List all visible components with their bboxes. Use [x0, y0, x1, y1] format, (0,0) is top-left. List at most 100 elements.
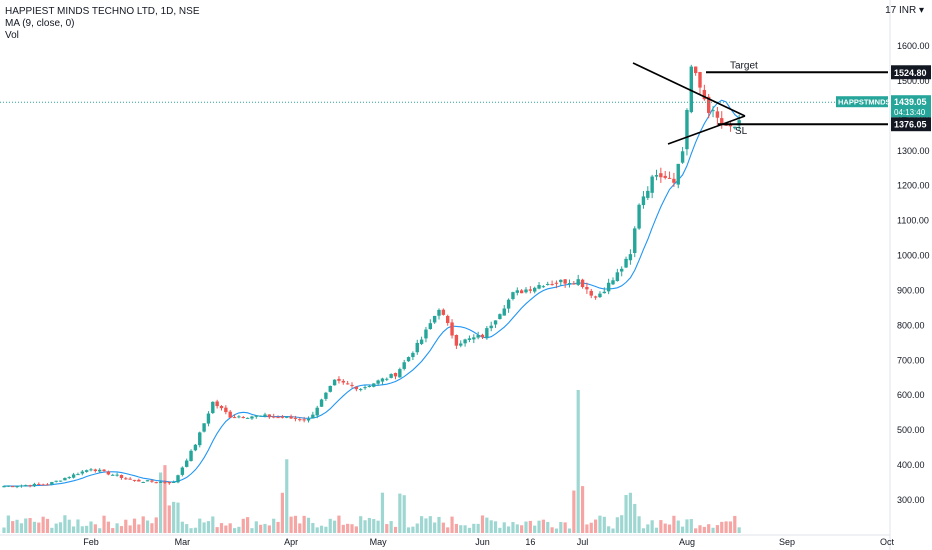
candle	[698, 71, 702, 95]
candle	[198, 431, 202, 448]
candle-body	[680, 151, 685, 163]
volume-bar	[685, 519, 689, 533]
candle	[245, 417, 250, 419]
candle	[537, 282, 541, 290]
symbol-text: HAPPSTMNDS	[838, 98, 891, 107]
volume-bar	[154, 517, 158, 533]
candle	[298, 417, 302, 422]
candle	[733, 126, 737, 130]
candle	[515, 287, 519, 296]
volume-bar	[85, 525, 89, 533]
candle-body	[707, 96, 711, 113]
candle-body	[376, 380, 380, 384]
volume-bar	[450, 516, 454, 533]
candle-body	[258, 415, 263, 417]
candle	[602, 287, 606, 294]
y-tick-label: 600.00	[897, 390, 925, 400]
candle-body	[572, 283, 576, 285]
candle	[633, 226, 637, 258]
candle	[624, 256, 628, 268]
candle-body	[533, 287, 537, 292]
candle	[71, 472, 76, 479]
candle-body	[519, 290, 524, 294]
candle	[528, 286, 533, 294]
candle-body	[198, 432, 202, 446]
candle	[637, 203, 641, 230]
volume-bar	[541, 519, 545, 533]
volume-bar	[650, 520, 654, 533]
candle-body	[276, 417, 280, 419]
candle	[280, 414, 285, 419]
volume-bar	[302, 515, 306, 533]
candle	[580, 278, 585, 289]
currency-label[interactable]: 17 INR ▾	[885, 5, 924, 16]
volume-bar	[707, 524, 711, 533]
candle-body	[93, 469, 98, 472]
candle-body	[263, 414, 267, 417]
candle	[37, 482, 41, 485]
volume-bar	[306, 517, 311, 533]
candle	[524, 287, 528, 294]
volume-bar	[263, 523, 267, 533]
candle-body	[506, 299, 511, 309]
candle	[19, 484, 24, 488]
candle-body	[311, 414, 315, 419]
volume-bar	[585, 524, 589, 533]
candle-body	[593, 296, 598, 298]
candle-body	[267, 414, 272, 418]
candle-body	[693, 66, 698, 74]
volume-bar	[689, 519, 693, 533]
volume-bar	[276, 521, 280, 533]
candle	[276, 415, 280, 419]
volume-bar	[280, 492, 284, 533]
volume-bar	[694, 528, 698, 533]
x-tick-label: Mar	[175, 537, 191, 547]
volume-bar	[607, 526, 611, 533]
legend-vol: Vol	[5, 30, 19, 41]
candle	[232, 414, 237, 419]
volume-bar	[285, 459, 289, 533]
volume-bar	[354, 526, 358, 533]
volume-bar	[76, 519, 80, 533]
candle-body	[163, 481, 167, 483]
candle	[563, 279, 567, 288]
candle-body	[180, 467, 185, 475]
candle-body	[193, 444, 198, 451]
candle	[402, 359, 406, 371]
volume-bar	[398, 493, 402, 533]
candle-body	[698, 72, 702, 88]
candle-body	[585, 286, 589, 290]
candle-body	[132, 479, 137, 481]
volume-bar	[224, 525, 228, 533]
candle	[472, 334, 476, 344]
volume-bar	[611, 528, 615, 533]
candle-body	[324, 392, 328, 399]
candle-body	[328, 385, 332, 392]
candle-body	[54, 480, 58, 482]
candle-body	[515, 290, 519, 293]
candle-body	[563, 279, 567, 284]
candle-body	[624, 258, 628, 268]
candle	[11, 485, 15, 488]
candle	[467, 335, 472, 343]
candle-body	[119, 474, 124, 478]
candle	[428, 319, 432, 330]
candle	[293, 415, 298, 422]
volume-bar	[102, 515, 106, 533]
candle-body	[389, 374, 393, 378]
candle	[650, 174, 654, 199]
current-price-text: 1439.05	[894, 97, 927, 107]
candle	[606, 278, 611, 295]
candle	[150, 479, 154, 483]
y-tick-label: 700.00	[897, 355, 925, 365]
candle-body	[432, 315, 437, 323]
volume-bar	[433, 522, 437, 533]
x-tick-label: Sep	[779, 537, 795, 547]
candle-body	[315, 407, 319, 416]
candle-body	[115, 474, 119, 476]
volume-bar	[524, 521, 528, 533]
candle-body	[685, 109, 689, 150]
candle	[659, 167, 663, 183]
volume-bar	[528, 520, 532, 533]
